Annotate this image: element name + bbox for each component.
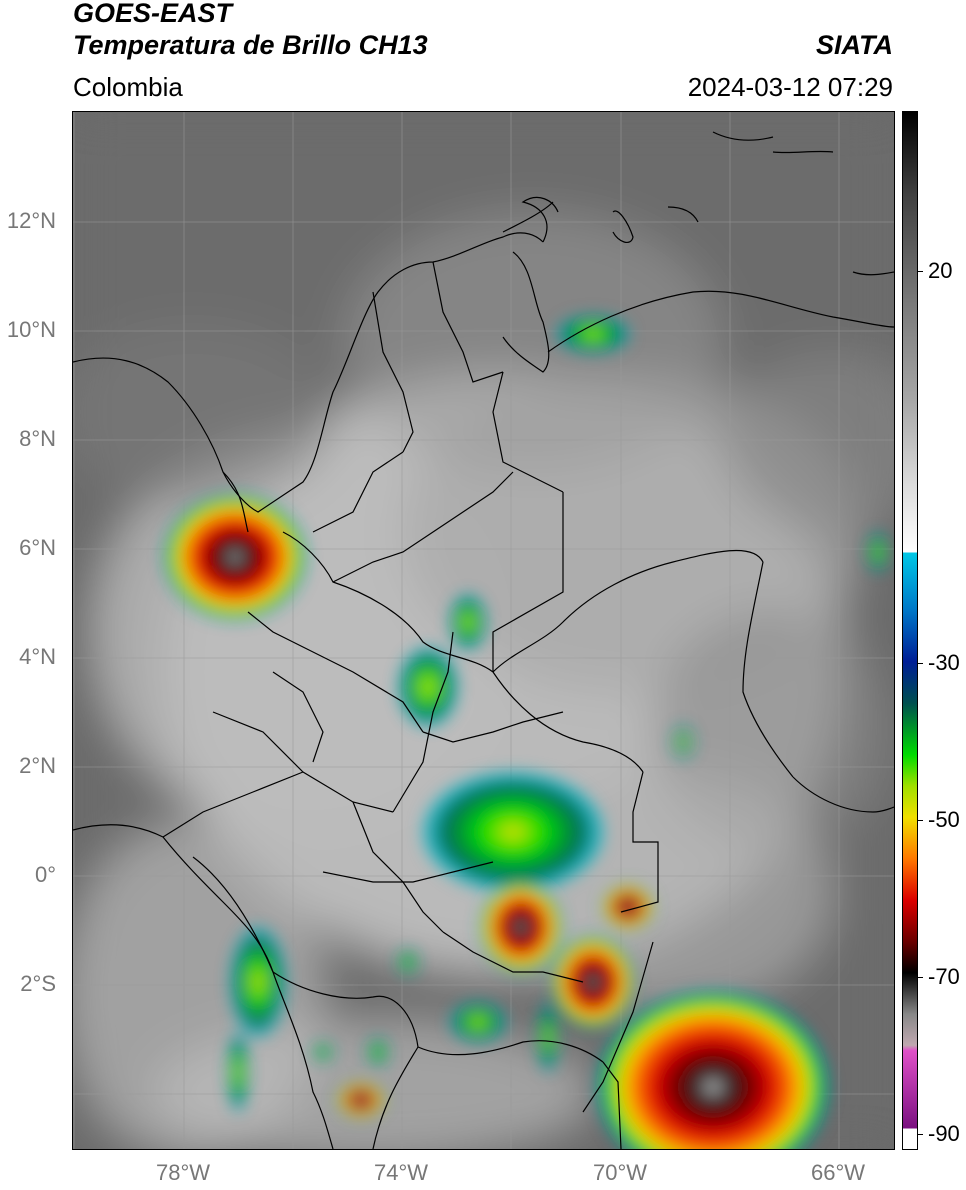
storm-cell-amazon-south [598,992,828,1149]
lat-label-2n: 2°N [19,753,56,778]
lat-label-4n: 4°N [19,644,56,669]
colorbar-tick-neg50 [917,820,923,821]
organization-label: SIATA [816,30,893,60]
storm-cell-putumayo [553,937,633,1027]
storm-cell-maracaibo [557,316,629,352]
timestamp-label: 2024-03-12 07:29 [687,72,893,102]
colorbar-label-neg30: -30 [928,650,960,675]
lon-label-74w: 74°W [373,1160,429,1185]
storm-cell-choco [165,495,305,619]
colorbar-tick-20 [917,271,923,272]
lat-label-2s: 2°S [20,971,56,996]
colorbar-label-20: 20 [928,258,953,283]
colorbar-tick-neg90 [917,1134,923,1135]
lon-label-78w: 78°W [155,1160,211,1185]
weak-convection [228,532,888,1118]
storm-cell-amazonas-east [603,885,653,929]
region-label: Colombia [73,72,183,102]
satellite-map[interactable] [72,111,895,1150]
temperature-colorbar [902,111,918,1150]
lat-label-0: 0° [34,862,56,887]
colorbar-tick-neg30 [917,663,923,664]
lat-label-12n: 12°N [6,208,56,233]
storm-cell-llanos [423,772,603,892]
colorbar-label-neg70: -70 [928,964,960,989]
lon-label-70w: 70°W [592,1160,648,1185]
colorbar-label-neg50: -50 [928,807,960,832]
lat-label-10n: 10°N [6,317,56,342]
colorbar-tick-neg70 [917,977,923,978]
satellite-title: GOES-EAST [73,0,233,28]
colorbar-label-neg90: -90 [928,1121,960,1146]
lat-label-8n: 8°N [19,426,56,451]
storm-cells [165,316,828,1149]
lat-label-6n: 6°N [19,535,56,560]
lon-label-66w: 66°W [810,1160,866,1185]
product-title: Temperatura de Brillo CH13 [73,30,428,60]
map-canvas [73,112,894,1149]
storm-cell-caqueta [481,882,561,972]
borders [73,131,894,1149]
